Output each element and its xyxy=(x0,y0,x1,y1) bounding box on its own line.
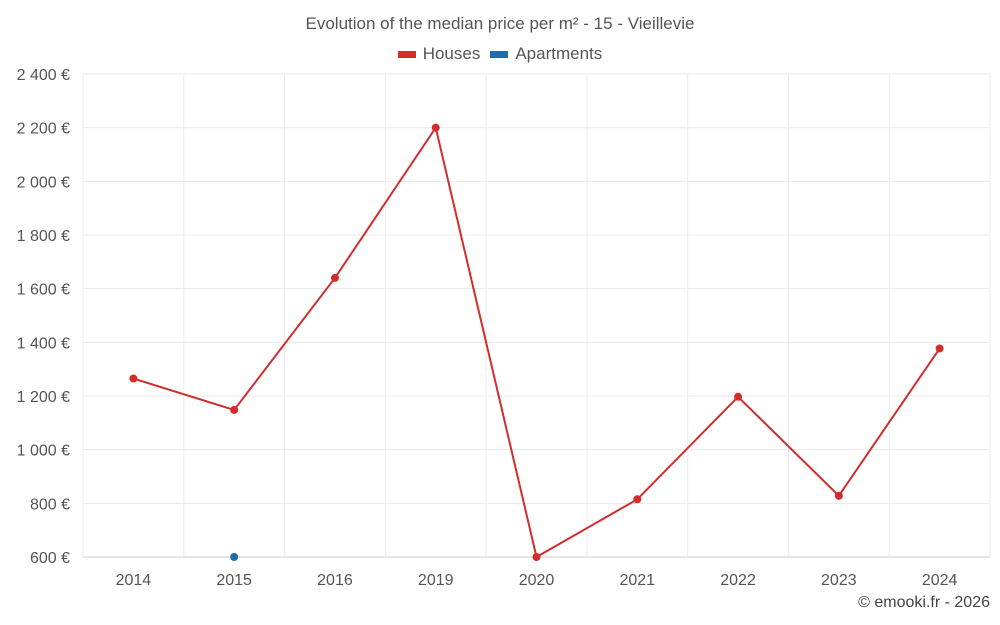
data-point-houses xyxy=(935,344,944,353)
legend-item-houses[interactable]: Houses xyxy=(397,44,481,64)
x-tick-label: 2014 xyxy=(116,572,152,589)
y-tick-label: 1 400 € xyxy=(17,335,70,352)
data-point-houses xyxy=(330,273,339,282)
x-tick-label: 2023 xyxy=(821,572,857,589)
legend-swatch-houses xyxy=(397,50,416,58)
x-tick-label: 2021 xyxy=(619,572,655,589)
data-point-houses xyxy=(834,491,843,500)
data-point-houses xyxy=(633,495,642,504)
y-tick-label: 1 000 € xyxy=(17,443,70,460)
y-tick-label: 1 200 € xyxy=(17,389,70,406)
x-tick-label: 2022 xyxy=(720,572,756,589)
y-tick-label: 1 800 € xyxy=(17,228,70,245)
chart-title: Evolution of the median price per m² - 1… xyxy=(305,14,695,33)
y-tick-label: 800 € xyxy=(30,496,70,513)
legend-label-apartments: Apartments xyxy=(515,44,603,63)
legend-item-apartments[interactable]: Apartments xyxy=(490,44,602,64)
x-tick-label: 2016 xyxy=(317,572,353,589)
data-point-houses xyxy=(431,123,440,132)
data-point-apartments xyxy=(230,553,239,561)
y-tick-label: 2 000 € xyxy=(17,174,70,191)
y-tick-label: 1 600 € xyxy=(17,282,70,299)
legend-swatch-apartments xyxy=(490,50,509,58)
y-tick-label: 2 400 € xyxy=(17,67,70,84)
legend-label-houses: Houses xyxy=(422,44,481,63)
y-tick-label: 2 200 € xyxy=(17,121,70,138)
legend: Houses Apartments xyxy=(0,44,1000,64)
data-point-houses xyxy=(734,392,743,401)
x-tick-label: 2024 xyxy=(922,572,958,589)
data-point-houses xyxy=(230,405,239,414)
credit-text: © emooki.fr - 2026 xyxy=(858,594,990,611)
x-tick-label: 2015 xyxy=(216,572,252,589)
x-tick-label: 2019 xyxy=(418,572,454,589)
x-tick-label: 2020 xyxy=(519,572,555,589)
y-tick-label: 600 € xyxy=(30,550,70,567)
data-point-houses xyxy=(129,374,138,383)
data-point-houses xyxy=(532,553,541,561)
